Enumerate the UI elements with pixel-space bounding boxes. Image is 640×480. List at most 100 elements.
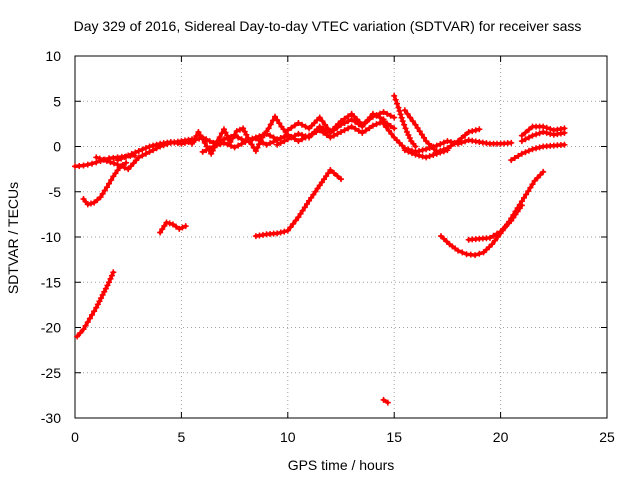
data-point [522, 149, 529, 156]
y-tick-label: -5 [49, 184, 62, 200]
data-point [433, 142, 440, 149]
data-point [348, 123, 355, 130]
data-point [179, 224, 186, 231]
data-point [99, 291, 106, 298]
x-tick-label: 5 [178, 429, 186, 445]
data-series-arc-21 [518, 129, 568, 145]
data-point [166, 220, 173, 227]
data-point [238, 140, 245, 147]
data-point [387, 122, 394, 129]
data-point [101, 288, 108, 295]
data-point [263, 141, 270, 148]
data-point [377, 114, 384, 121]
data-point [240, 125, 247, 132]
data-point [476, 126, 483, 133]
data-point [433, 150, 440, 157]
data-point [369, 110, 376, 117]
data-series-arc-17 [438, 168, 547, 259]
data-point [401, 107, 408, 114]
data-point [84, 161, 91, 168]
data-point [540, 129, 547, 136]
data-point [114, 167, 121, 174]
data-point [515, 152, 522, 159]
data-point [111, 160, 118, 167]
data-point [231, 144, 238, 151]
data-point [338, 176, 344, 183]
data-point [385, 127, 392, 134]
data-point [199, 148, 206, 155]
data-point [398, 114, 405, 121]
data-point [82, 322, 89, 329]
data-point [518, 202, 525, 209]
data-point [128, 151, 135, 158]
data-point [303, 201, 310, 208]
data-point [327, 129, 334, 136]
data-point [274, 230, 281, 237]
data-point [407, 114, 414, 121]
data-point [444, 138, 451, 145]
data-point [510, 214, 517, 221]
data-point [529, 132, 536, 139]
data-point [288, 134, 295, 141]
data-series-arc-15 [401, 107, 483, 155]
data-point [263, 128, 270, 135]
data-point [96, 155, 103, 162]
data-point [359, 123, 366, 130]
data-point [472, 127, 479, 134]
data-point [142, 145, 149, 152]
data-point [259, 134, 266, 141]
data-point [121, 154, 128, 161]
data-point [218, 130, 225, 137]
data-point [355, 127, 362, 134]
data-point [185, 138, 192, 145]
data-point [235, 134, 242, 141]
chart-title: Day 329 of 2016, Sidereal Day-to-day VTE… [73, 18, 582, 34]
data-point [89, 160, 96, 167]
data-point [157, 229, 164, 236]
data-point [270, 138, 277, 145]
data-point [281, 228, 288, 235]
y-tick-label: -15 [41, 274, 61, 290]
data-point [197, 132, 204, 139]
data-point [99, 190, 106, 197]
data-point [104, 282, 111, 289]
data-point [274, 116, 281, 123]
data-point [361, 120, 368, 127]
data-point [93, 154, 100, 161]
data-point [98, 295, 105, 302]
data-point [423, 154, 430, 161]
data-point [543, 129, 550, 136]
data-point [529, 181, 536, 188]
data-point [384, 110, 391, 117]
data-series-arc-5 [157, 219, 189, 236]
data-point [267, 140, 274, 147]
data-point [561, 141, 568, 148]
data-point [224, 132, 231, 139]
data-point [465, 129, 472, 136]
data-point [163, 219, 170, 226]
data-point [412, 121, 419, 128]
data-point [462, 138, 469, 145]
data-point [419, 153, 426, 160]
grid [75, 56, 607, 418]
data-point [102, 285, 109, 292]
data-point [366, 125, 373, 132]
data-point [91, 199, 98, 206]
data-point [334, 124, 341, 131]
data-point [412, 151, 419, 158]
x-tick-label: 25 [599, 429, 615, 445]
data-point [525, 134, 532, 141]
data-point [252, 148, 259, 155]
data-point [259, 139, 266, 146]
data-point [416, 152, 423, 159]
data-point [277, 229, 284, 236]
data-point [348, 116, 355, 123]
data-point [491, 237, 498, 244]
data-point [322, 121, 329, 128]
data-point [511, 154, 518, 161]
axis-ticks: 0 5 10 15 20 25 -30 -25 -20 -15 -10 -5 0 5 10 [41, 48, 615, 445]
data-point [233, 128, 240, 135]
data-point [547, 130, 554, 137]
data-point [290, 220, 297, 227]
data-point [440, 148, 447, 155]
